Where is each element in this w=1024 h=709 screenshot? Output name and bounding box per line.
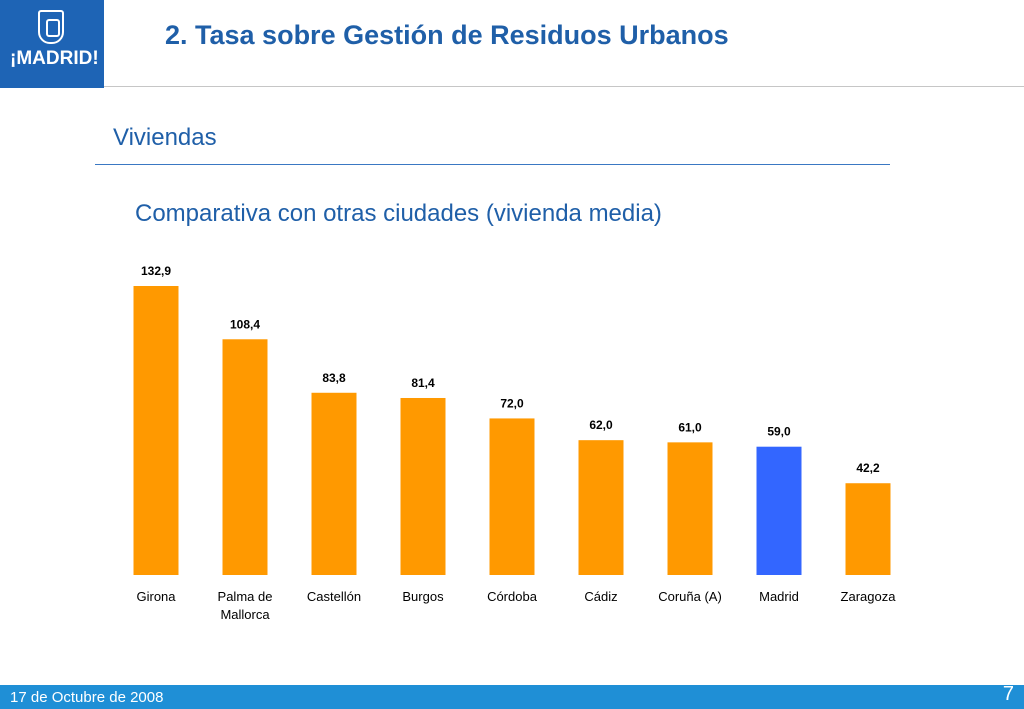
category-label: Palma de Mallorca	[218, 589, 273, 622]
category-label: Córdoba	[487, 589, 538, 604]
bar-girona	[133, 286, 179, 575]
bar-value-label: 62,0	[589, 418, 613, 432]
bar-value-label: 83,8	[322, 371, 346, 385]
category-label: Zaragoza	[841, 589, 897, 604]
category-label: Girona	[136, 589, 176, 604]
bar-chart: 132,9 Girona 108,4 Palma de Mallorca 83,8 Cast…	[133, 264, 897, 622]
bar-coruña-a-	[667, 442, 713, 575]
bar-palma-de-mallorca	[222, 339, 268, 575]
bar-value-label: 61,0	[678, 420, 702, 434]
chart-title: Comparativa con otras ciudades (vivienda…	[135, 200, 662, 227]
footer-bar: 17 de Octubre de 2008 7	[0, 683, 1024, 709]
category-label: Cádiz	[584, 589, 617, 604]
logo-wordmark: ¡MADRID!	[10, 48, 99, 69]
bar-value-label: 72,0	[500, 396, 524, 410]
bar-castellón	[311, 392, 357, 575]
bar-cádiz	[578, 440, 624, 575]
category-label: Castellón	[307, 589, 361, 604]
slide-title: 2. Tasa sobre Gestión de Residuos Urbano…	[165, 20, 729, 50]
page-number: 7	[1002, 683, 1014, 705]
bar-value-label: 42,2	[856, 461, 880, 475]
bar-value-label: 81,4	[411, 376, 435, 390]
bar-value-label: 108,4	[230, 317, 260, 331]
bar-córdoba	[489, 418, 535, 575]
bar-madrid	[756, 446, 802, 575]
footer-date: 17 de Octubre de 2008	[10, 689, 164, 706]
coat-of-arms-icon	[38, 10, 64, 44]
category-label: Coruña (A)	[658, 589, 722, 604]
header-divider	[104, 86, 1024, 87]
bar-value-label: 132,9	[141, 264, 171, 278]
madrid-logo: ¡MADRID!	[0, 0, 104, 88]
bar-burgos	[400, 397, 446, 575]
bar-zaragoza	[845, 483, 891, 575]
bar-value-label: 59,0	[767, 425, 791, 439]
category-label: Burgos	[402, 589, 444, 604]
section-title: Viviendas	[113, 124, 217, 151]
category-label: Madrid	[759, 589, 799, 604]
section-divider	[95, 164, 890, 165]
